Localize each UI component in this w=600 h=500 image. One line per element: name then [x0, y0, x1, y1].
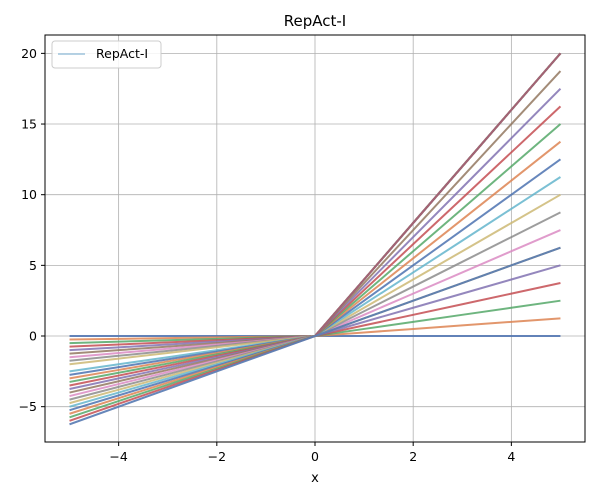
ticks-layer: −4 −2 0 2 4 −5 0 5 10 15 20: [19, 46, 516, 464]
legend-box: [51, 40, 162, 69]
y-tick-label-1: 0: [29, 329, 37, 344]
x-tick-label-0: −4: [109, 449, 127, 464]
legend-entry: RepAct-I: [96, 46, 148, 61]
series-layer: [69, 52, 562, 426]
grid-layer: [45, 35, 585, 442]
x-tick-label-1: −2: [208, 449, 226, 464]
x-axis-label: x: [311, 471, 319, 486]
x-tick-label-3: 2: [409, 449, 417, 464]
y-tick-label-4: 15: [21, 117, 37, 132]
x-tick-label-4: 4: [507, 449, 515, 464]
series-0: [69, 246, 561, 426]
y-tick-label-2: 5: [29, 258, 37, 273]
x-tick-label-2: 0: [311, 449, 319, 464]
legend: RepAct-I: [51, 40, 162, 69]
y-tick-label-5: 20: [21, 46, 37, 61]
chart-title: RepAct-I: [284, 12, 346, 30]
y-tick-label-3: 10: [21, 187, 37, 202]
y-tick-label-0: −5: [19, 399, 37, 414]
